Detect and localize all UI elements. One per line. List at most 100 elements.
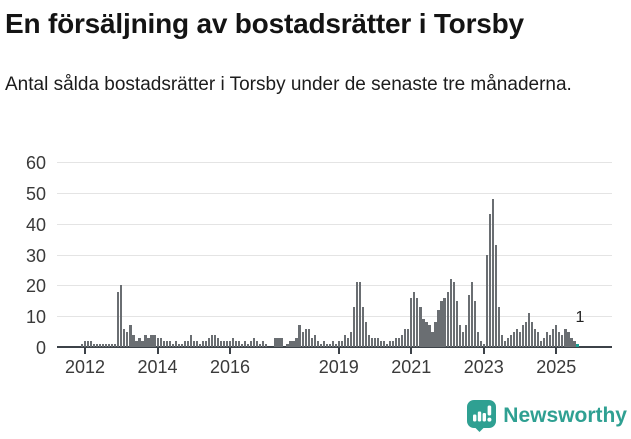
bar: [546, 331, 549, 347]
bar: [174, 340, 177, 347]
bar: [334, 343, 337, 347]
bar: [171, 343, 174, 347]
bar: [244, 340, 247, 347]
bar: [256, 340, 259, 347]
bar: [201, 340, 205, 347]
bar: [343, 334, 346, 347]
bar: [479, 340, 482, 347]
bar: [304, 328, 307, 347]
bar: [129, 325, 132, 347]
bar: [204, 340, 208, 347]
bar: [274, 337, 277, 347]
bar: [380, 340, 383, 347]
bar: [497, 306, 501, 347]
bar: [531, 322, 534, 347]
x-axis-tick: [84, 348, 86, 354]
bar: [410, 297, 413, 347]
bar: [105, 343, 108, 347]
bar: [108, 343, 111, 347]
bar: [295, 337, 298, 347]
bar: [467, 294, 470, 347]
x-tick-label: 2019: [318, 357, 359, 377]
bar: [280, 337, 283, 347]
bar: [558, 331, 561, 347]
bar: [189, 334, 192, 347]
bar: [132, 334, 135, 347]
x-tick-label: 2021: [391, 357, 432, 377]
bar: [81, 343, 84, 347]
bar: [183, 340, 186, 347]
bar: [570, 337, 573, 347]
bar: [123, 328, 126, 347]
bar: [322, 340, 325, 347]
bar: [425, 322, 428, 347]
bar: [500, 334, 504, 347]
bar: [443, 297, 446, 347]
bar: [259, 343, 262, 347]
bar: [247, 343, 250, 347]
bar: [238, 340, 241, 347]
gridline: [57, 285, 612, 287]
bar: [265, 343, 268, 347]
bar: [177, 343, 180, 347]
bar: [207, 337, 211, 347]
x-axis-line: [57, 346, 612, 349]
bar: [292, 340, 295, 347]
bar: [525, 322, 528, 347]
bar: [370, 337, 374, 347]
bar: [464, 325, 467, 347]
y-tick-label: 10: [25, 307, 46, 328]
bar: [147, 337, 150, 347]
bar: [552, 328, 555, 347]
bar: [534, 328, 537, 347]
bar: [298, 325, 301, 347]
bar: [310, 337, 313, 347]
bar: [337, 340, 340, 347]
x-axis-tick: [555, 348, 558, 354]
bar: [488, 214, 491, 347]
bar: [458, 325, 461, 347]
bar: [561, 334, 564, 347]
bar: [210, 334, 214, 347]
bar: [543, 337, 546, 347]
bar: [401, 334, 404, 347]
bar: [325, 343, 328, 347]
bar: [162, 340, 165, 347]
bar: [528, 313, 531, 347]
x-axis-tick: [156, 348, 159, 354]
bar: [564, 328, 567, 347]
x-axis-tick: [337, 348, 340, 354]
bar: [413, 291, 416, 347]
gridline: [57, 254, 612, 256]
bar: [313, 334, 316, 347]
bar: [253, 337, 256, 347]
y-tick-label: 60: [25, 153, 46, 174]
x-tick-label: 2025: [536, 357, 577, 377]
bar: [358, 282, 362, 347]
bar: [473, 300, 476, 347]
bar: [90, 340, 93, 347]
bar: [319, 343, 322, 347]
bar: [407, 328, 410, 347]
bar: [431, 331, 434, 347]
bar: [216, 337, 220, 347]
bar: [470, 282, 473, 347]
bar: [437, 310, 440, 347]
bar: [117, 291, 120, 347]
bar: [180, 343, 183, 347]
bar: [383, 340, 386, 347]
bar-highlighted: [576, 343, 579, 347]
bar: [229, 340, 232, 347]
bar: [126, 331, 129, 347]
bar: [452, 282, 455, 347]
bar: [428, 325, 431, 347]
bar: [395, 337, 398, 347]
bar: [512, 331, 516, 347]
bar: [277, 337, 280, 347]
bar: [138, 337, 141, 347]
bar: [506, 337, 510, 347]
bar: [567, 331, 570, 347]
y-tick-label: 0: [35, 338, 46, 358]
bar: [482, 343, 485, 347]
bar: [159, 337, 162, 347]
